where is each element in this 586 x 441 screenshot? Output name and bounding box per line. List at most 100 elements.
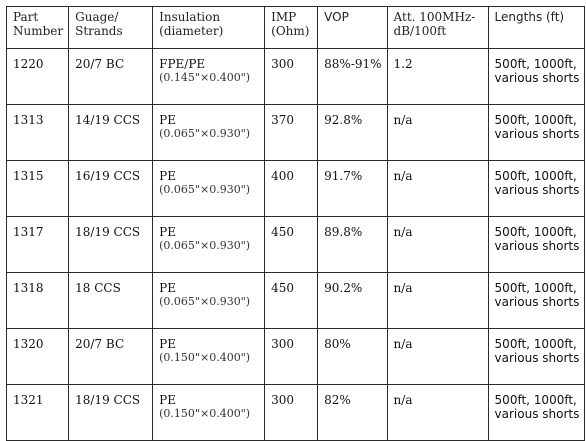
table-row: 1313 14/19 CCS PE (0.065"×0.930") 370 92.… — [5, 104, 586, 161]
lengths-line2: various shorts — [494, 239, 580, 253]
cell-gauge: 18/19 CCS — [68, 384, 154, 441]
header-insulation-line2: (diameter) — [159, 24, 224, 38]
cell-vop: 80% — [317, 328, 388, 385]
cell-vop: 90.2% — [317, 272, 388, 329]
cell-lengths: 500ft, 1000ft, various shorts — [487, 328, 586, 385]
header-impedance-line2: (Ohm) — [271, 24, 310, 38]
cell-vop: 88%-91% — [317, 48, 388, 105]
insulation-type: PE — [159, 169, 176, 183]
cell-part-number: 1318 — [5, 272, 70, 329]
insulation-diameter: (0.065"×0.930") — [159, 127, 251, 140]
cell-gauge: 20/7 BC — [68, 48, 154, 105]
lengths-line1: 500ft, 1000ft, — [494, 57, 577, 71]
header-gauge-strands: Guage/Strands — [68, 6, 154, 49]
cell-impedance: 400 — [264, 160, 319, 217]
cell-gauge: 14/19 CCS — [68, 104, 154, 161]
table-row: 1317 18/19 CCS PE (0.065"×0.930") 450 89.… — [5, 216, 586, 273]
header-gauge-line2: Strands — [75, 24, 123, 38]
cable-spec-table: Part Number Guage/Strands Insulation (diam… — [5, 6, 586, 441]
cell-impedance: 300 — [264, 384, 319, 441]
table-row: 1315 16/19 CCS PE (0.065"×0.930") 400 91.… — [5, 160, 586, 217]
cell-attenuation: n/a — [386, 328, 489, 385]
header-vop: VOP — [317, 6, 388, 49]
insulation-type: PE — [159, 337, 176, 351]
cell-lengths: 500ft, 1000ft, various shorts — [487, 104, 586, 161]
table-header: Part Number Guage/Strands Insulation (diam… — [5, 6, 586, 49]
header-insulation: Insulation (diameter) — [152, 6, 266, 49]
header-insulation-line1: Insulation — [159, 10, 221, 24]
cell-attenuation: 1.2 — [386, 48, 489, 105]
cell-lengths: 500ft, 1000ft, various shorts — [487, 272, 586, 329]
cell-attenuation: n/a — [386, 160, 489, 217]
lengths-line1: 500ft, 1000ft, — [494, 337, 577, 351]
lengths-line2: various shorts — [494, 351, 580, 365]
cell-vop: 92.8% — [317, 104, 388, 161]
cell-impedance: 450 — [264, 272, 319, 329]
table-row: 1220 20/7 BC FPE/PE (0.145"×0.400") 300 8… — [5, 48, 586, 105]
insulation-diameter: (0.150"×0.400") — [159, 351, 251, 364]
insulation-diameter: (0.150"×0.400") — [159, 407, 251, 420]
lengths-line2: various shorts — [494, 295, 580, 309]
cell-attenuation: n/a — [386, 384, 489, 441]
cell-lengths: 500ft, 1000ft, various shorts — [487, 160, 586, 217]
header-attenuation-line2: dB/100ft — [393, 24, 447, 38]
cell-vop: 89.8% — [317, 216, 388, 273]
cell-attenuation: n/a — [386, 216, 489, 273]
insulation-diameter: (0.065"×0.930") — [159, 183, 251, 196]
header-attenuation-line1: Att. 100MHz- — [393, 10, 476, 24]
lengths-line1: 500ft, 1000ft, — [494, 281, 577, 295]
cell-lengths: 500ft, 1000ft, various shorts — [487, 384, 586, 441]
cell-impedance: 300 — [264, 328, 319, 385]
cell-insulation: PE (0.150"×0.400") — [152, 384, 266, 441]
insulation-type: PE — [159, 225, 176, 239]
cell-insulation: FPE/PE (0.145"×0.400") — [152, 48, 266, 105]
header-row: Part Number Guage/Strands Insulation (diam… — [5, 6, 586, 49]
cell-gauge: 20/7 BC — [68, 328, 154, 385]
cell-part-number: 1320 — [5, 328, 70, 385]
cell-impedance: 450 — [264, 216, 319, 273]
table-body: 1220 20/7 BC FPE/PE (0.145"×0.400") 300 8… — [5, 48, 586, 441]
header-impedance-line1: IMP — [271, 10, 297, 24]
table-row: 1318 18 CCS PE (0.065"×0.930") 450 90.2% … — [5, 272, 586, 329]
lengths-line1: 500ft, 1000ft, — [494, 169, 577, 183]
table-row: 1321 18/19 CCS PE (0.150"×0.400") 300 82%… — [5, 384, 586, 441]
lengths-line1: 500ft, 1000ft, — [494, 225, 577, 239]
insulation-diameter: (0.065"×0.930") — [159, 239, 251, 252]
lengths-line2: various shorts — [494, 407, 580, 421]
cell-attenuation: n/a — [386, 272, 489, 329]
cell-gauge: 18 CCS — [68, 272, 154, 329]
cell-impedance: 370 — [264, 104, 319, 161]
header-vop-label: VOP — [324, 10, 349, 24]
cell-insulation: PE (0.065"×0.930") — [152, 216, 266, 273]
cell-part-number: 1317 — [5, 216, 70, 273]
lengths-line1: 500ft, 1000ft, — [494, 393, 577, 407]
cell-attenuation: n/a — [386, 104, 489, 161]
header-part-number: Part Number — [5, 6, 70, 49]
header-lengths-label: Lengths (ft) — [494, 10, 565, 24]
cell-lengths: 500ft, 1000ft, various shorts — [487, 216, 586, 273]
lengths-line2: various shorts — [494, 183, 580, 197]
header-lengths: Lengths (ft) — [487, 6, 586, 49]
lengths-line2: various shorts — [494, 71, 580, 85]
cell-gauge: 18/19 CCS — [68, 216, 154, 273]
insulation-type: PE — [159, 281, 176, 295]
insulation-diameter: (0.065"×0.930") — [159, 295, 251, 308]
cell-insulation: PE (0.065"×0.930") — [152, 160, 266, 217]
cell-part-number: 1321 — [5, 384, 70, 441]
lengths-line2: various shorts — [494, 127, 580, 141]
cell-lengths: 500ft, 1000ft, various shorts — [487, 48, 586, 105]
insulation-diameter: (0.145"×0.400") — [159, 71, 251, 84]
cell-part-number: 1315 — [5, 160, 70, 217]
header-impedance: IMP (Ohm) — [264, 6, 319, 49]
header-part-number-line1: Part — [13, 10, 39, 24]
cell-gauge: 16/19 CCS — [68, 160, 154, 217]
cell-impedance: 300 — [264, 48, 319, 105]
insulation-type: PE — [159, 113, 176, 127]
header-part-number-line2: Number — [13, 24, 64, 38]
header-gauge-line1: Guage/ — [75, 10, 119, 24]
cell-vop: 91.7% — [317, 160, 388, 217]
cell-vop: 82% — [317, 384, 388, 441]
table-row: 1320 20/7 BC PE (0.150"×0.400") 300 80% n… — [5, 328, 586, 385]
cell-insulation: PE (0.150"×0.400") — [152, 328, 266, 385]
insulation-type: FPE/PE — [159, 57, 206, 71]
